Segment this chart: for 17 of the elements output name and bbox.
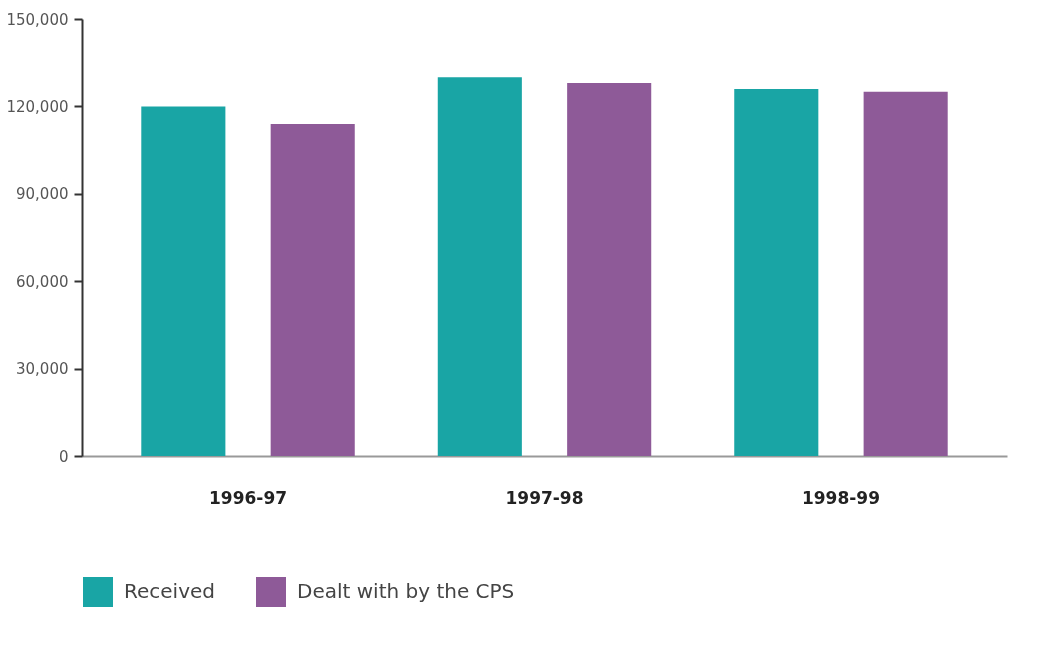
- y-tick-label: 150,000: [6, 10, 69, 29]
- y-tick-label: 90,000: [16, 185, 69, 204]
- y-tick-label: 120,000: [6, 97, 69, 116]
- y-tick-label: 60,000: [16, 272, 69, 291]
- x-tick-label: 1998-99: [801, 487, 880, 508]
- legend-label: Dealt with by the CPS: [297, 579, 515, 603]
- bar: [567, 83, 652, 456]
- bar: [863, 91, 948, 456]
- legend-label: Received: [124, 579, 215, 603]
- y-tick-label: 30,000: [16, 360, 69, 379]
- x-tick-label: 1997-98: [505, 487, 584, 508]
- x-tick-label: 1996-97: [209, 487, 288, 508]
- bar: [270, 123, 355, 456]
- bar: [734, 88, 819, 456]
- bar: [437, 77, 522, 456]
- y-tick-label: 0: [58, 447, 69, 466]
- bar: [141, 106, 226, 456]
